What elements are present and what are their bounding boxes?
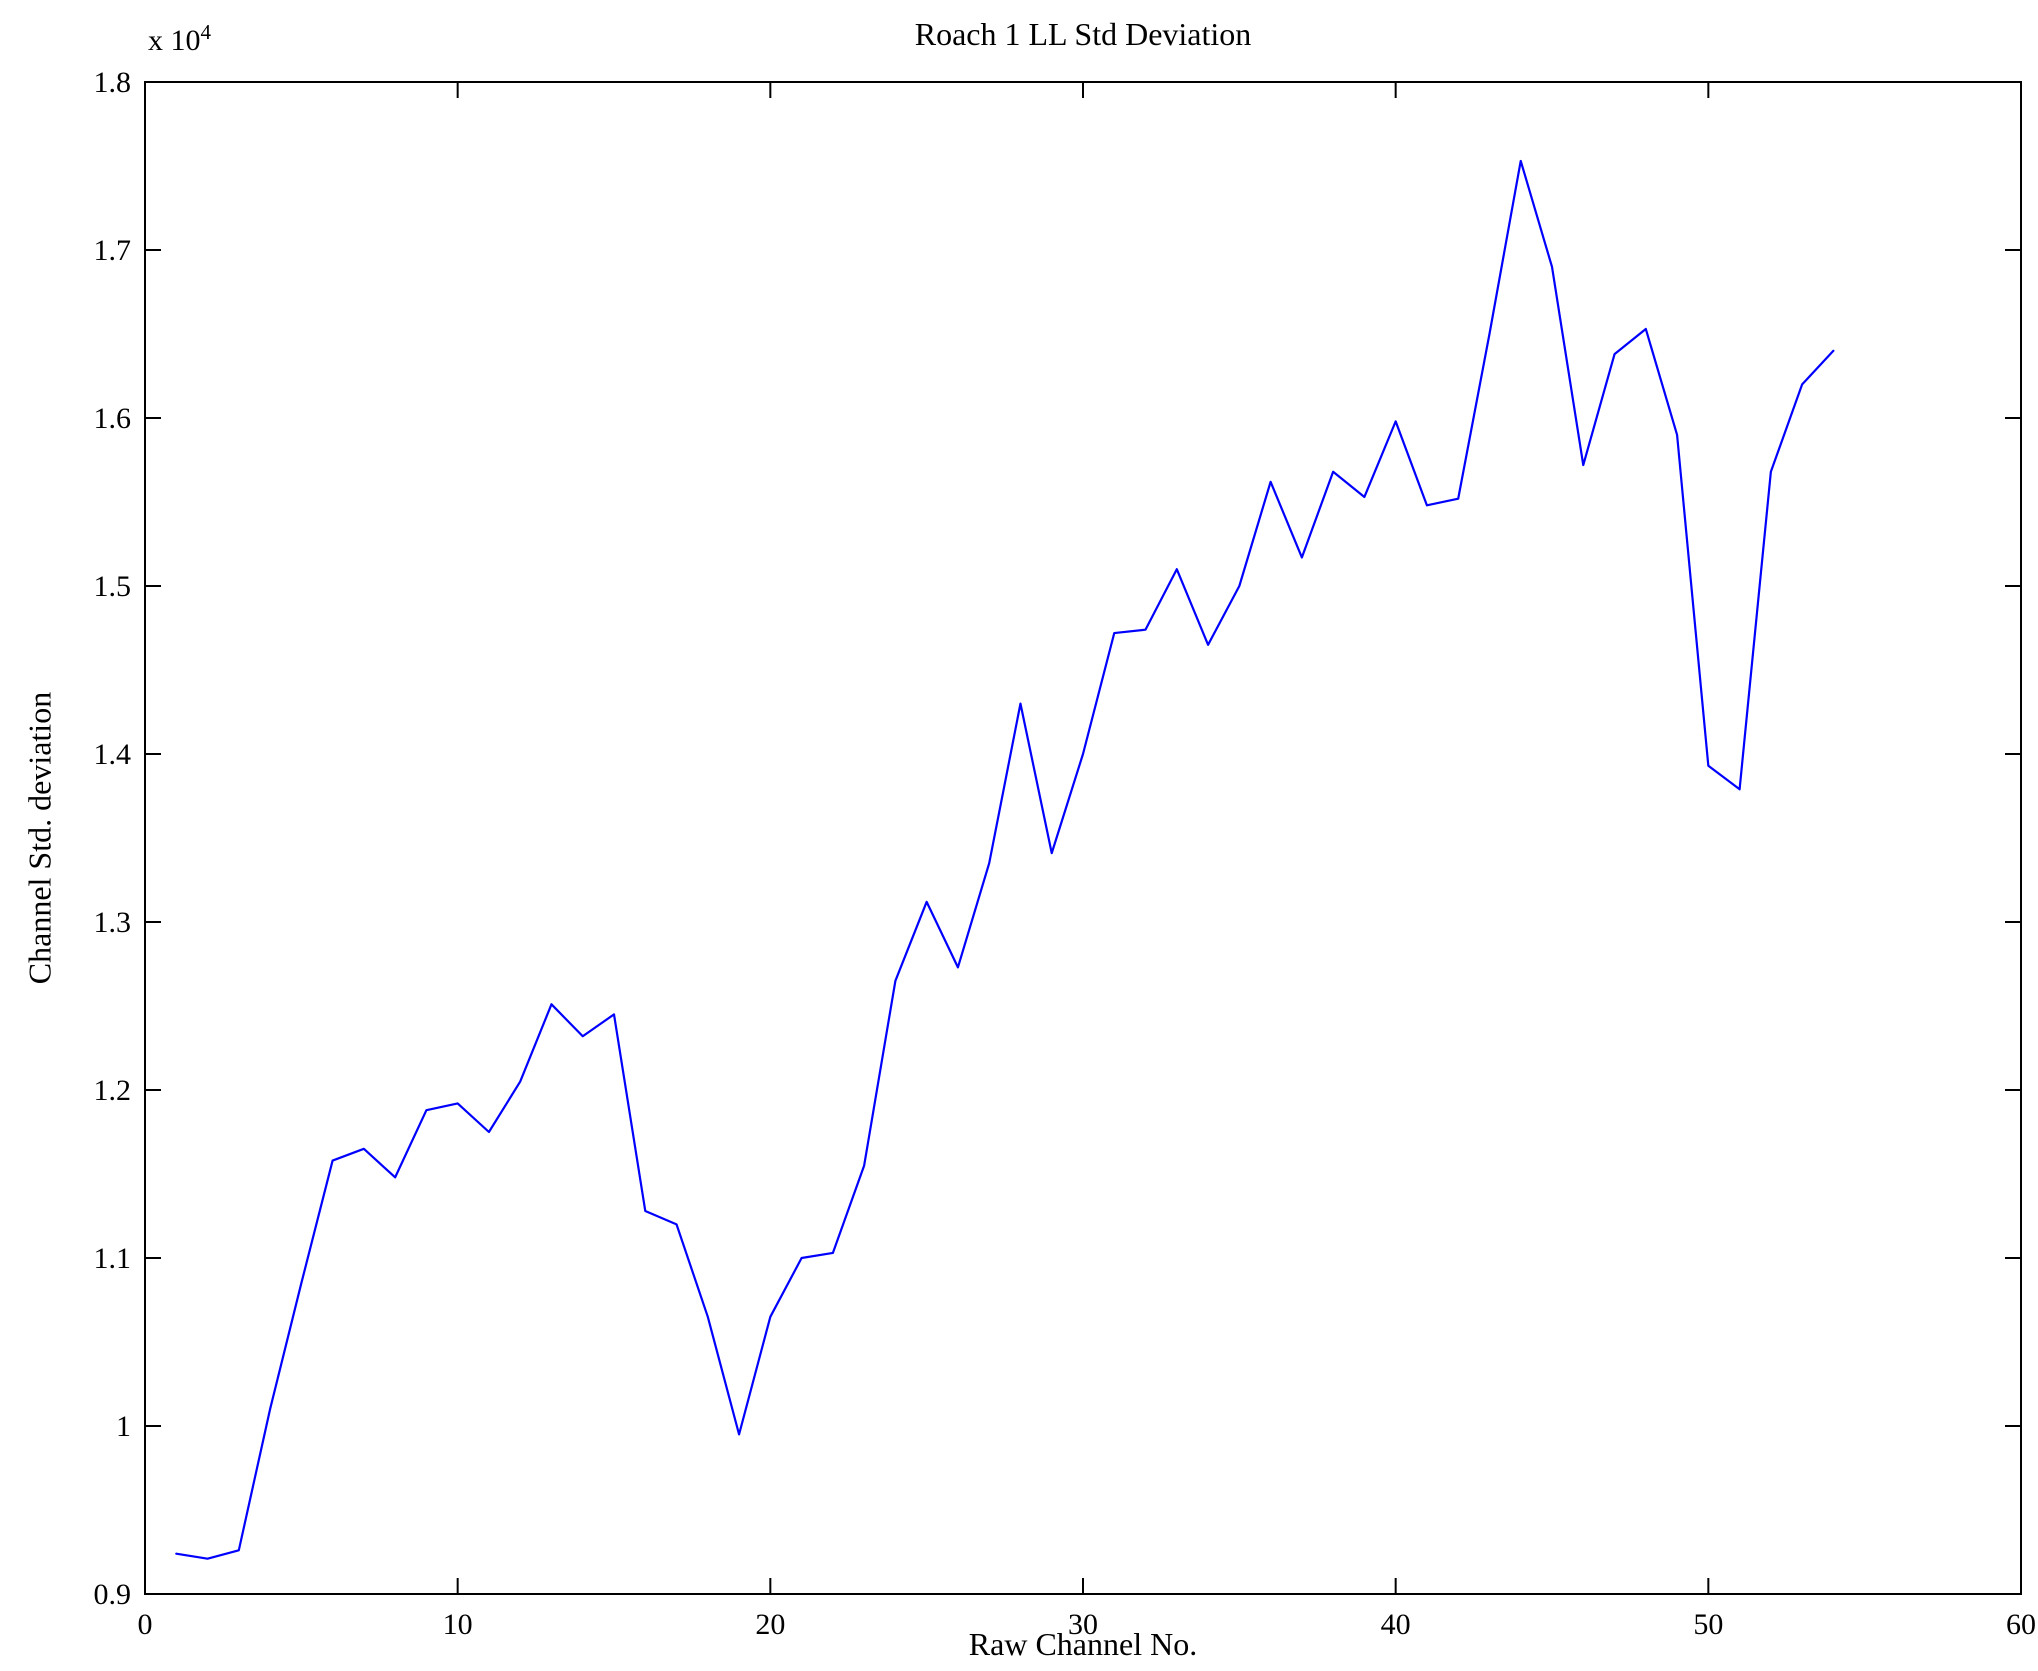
x-tick-label: 30 xyxy=(1068,1608,1098,1641)
y-axis-multiplier-exponent: 4 xyxy=(200,20,212,44)
x-tick-label: 20 xyxy=(755,1608,785,1641)
y-tick-label: 1.5 xyxy=(94,570,132,603)
x-axis-label: Raw Channel No. xyxy=(968,1626,1198,1662)
y-tick-label: 1.6 xyxy=(94,402,132,435)
x-tick-label: 0 xyxy=(138,1608,153,1641)
y-tick-label: 1.3 xyxy=(94,906,132,939)
x-tick-label: 40 xyxy=(1381,1608,1411,1641)
y-axis-multiplier-base: x 10 xyxy=(148,24,201,57)
x-tick-label: 10 xyxy=(443,1608,473,1641)
x-tick-label: 50 xyxy=(1693,1608,1723,1641)
chart-title: Roach 1 LL Std Deviation xyxy=(914,16,1252,52)
x-tick-label: 60 xyxy=(2006,1608,2036,1641)
axes-box xyxy=(144,81,2022,1595)
y-tick-label: 0.9 xyxy=(94,1578,132,1611)
y-tick-label: 1.7 xyxy=(94,234,132,267)
data-line xyxy=(175,159,1835,1560)
y-tick-label: 1 xyxy=(116,1410,131,1443)
y-tick-label: 1.4 xyxy=(94,738,132,771)
y-tick-label: 1.8 xyxy=(94,66,132,99)
y-tick-label: 1.2 xyxy=(94,1074,132,1107)
y-axis-label: Channel Std. deviation xyxy=(21,691,58,985)
y-tick-label: 1.1 xyxy=(94,1242,132,1275)
y-axis-multiplier: x 104 xyxy=(148,20,211,58)
